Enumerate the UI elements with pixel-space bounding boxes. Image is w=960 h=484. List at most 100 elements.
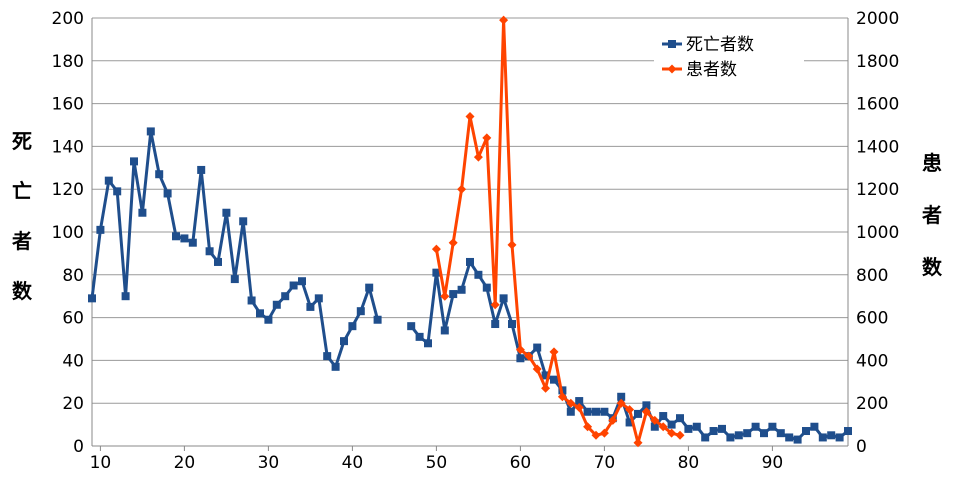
y-right-axis-title-char: 数 [922, 255, 943, 279]
data-point [113, 187, 122, 196]
data-point [96, 225, 105, 234]
y-right-tick-label: 2000 [856, 9, 899, 29]
legend-entry: 患者数 [662, 60, 737, 80]
data-point [641, 407, 651, 417]
series-line [90, 129, 380, 369]
data-point [348, 322, 357, 331]
y-left-axis-title-char: 死 [12, 129, 32, 153]
data-point [155, 170, 164, 179]
y-right-tick-label: 0 [856, 437, 867, 457]
legend-entry: 死亡者数 [662, 35, 754, 55]
data-point [541, 383, 551, 393]
data-point [197, 165, 206, 174]
x-tick-label: 40 [342, 453, 364, 473]
data-point [516, 354, 525, 363]
data-point [541, 371, 550, 380]
data-point [802, 427, 810, 436]
data-point [214, 257, 222, 266]
y-right-tick-label: 1000 [856, 223, 899, 243]
data-point [667, 428, 677, 438]
x-tick-label: 50 [426, 453, 448, 473]
data-point [499, 15, 509, 25]
y-left-tick-label: 40 [62, 351, 84, 371]
data-point [718, 424, 726, 433]
y-left-tick-label: 0 [73, 437, 84, 457]
data-point [785, 433, 794, 442]
data-point [642, 401, 651, 410]
data-point [667, 420, 676, 429]
data-point [440, 326, 449, 335]
data-point [743, 429, 752, 438]
x-tick-label: 70 [594, 453, 616, 473]
data-point [474, 270, 483, 279]
data-point [247, 296, 256, 305]
data-point [549, 347, 559, 357]
series-deaths [88, 127, 852, 444]
y-right-tick-label: 400 [856, 351, 888, 371]
y-left-axis-title-char: 数 [12, 279, 33, 303]
data-point [482, 283, 491, 292]
data-point [188, 238, 197, 247]
y-left-tick-label: 100 [52, 223, 84, 243]
data-point [499, 294, 508, 303]
x-tick-label: 10 [90, 453, 112, 473]
data-point [508, 320, 516, 329]
x-tick-label: 60 [510, 453, 532, 473]
x-tick-label: 90 [762, 453, 784, 473]
data-point [532, 364, 542, 374]
data-point [239, 217, 248, 226]
data-point [356, 307, 365, 316]
y-right-tick-label: 1600 [856, 95, 899, 115]
data-point [557, 392, 567, 402]
y-right-tick-label: 1800 [856, 52, 899, 72]
y-right-axis-title: 患者数 [921, 151, 943, 279]
data-point [222, 208, 231, 217]
data-point [676, 414, 684, 423]
data-point [675, 430, 685, 440]
data-point [583, 407, 592, 416]
data-point [314, 294, 323, 303]
legend-background [654, 32, 804, 88]
y-right-tick-label: 1400 [856, 137, 899, 157]
data-point [331, 362, 340, 371]
data-point [835, 433, 844, 442]
data-point [323, 352, 332, 361]
data-point [104, 176, 113, 185]
data-point [440, 291, 450, 301]
data-point [465, 111, 475, 121]
data-point [473, 152, 483, 162]
data-point [172, 232, 180, 241]
legend-label: 死亡者数 [686, 35, 754, 55]
data-point [524, 351, 534, 361]
data-point [599, 428, 609, 438]
x-tick-label: 80 [678, 453, 700, 473]
data-point [180, 234, 189, 243]
data-point [533, 343, 542, 352]
y-left-tick-label: 120 [52, 180, 84, 200]
data-point [575, 397, 584, 406]
data-point [608, 415, 618, 425]
data-point [264, 315, 273, 324]
data-point [751, 422, 760, 431]
data-point [298, 277, 306, 286]
data-point [583, 422, 593, 432]
data-point [490, 300, 500, 310]
data-point [550, 375, 558, 384]
data-point [138, 208, 147, 217]
data-point [424, 339, 432, 348]
data-point [734, 431, 743, 440]
data-point [466, 257, 474, 266]
data-point [776, 429, 785, 438]
data-point [340, 337, 348, 346]
data-point [407, 322, 416, 331]
y-left-tick-label: 80 [62, 266, 84, 286]
data-point [431, 244, 441, 254]
data-point [230, 275, 239, 284]
data-point [457, 184, 467, 194]
data-point [281, 292, 290, 301]
data-point [650, 415, 660, 425]
data-point [449, 290, 458, 299]
data-point [600, 407, 609, 416]
